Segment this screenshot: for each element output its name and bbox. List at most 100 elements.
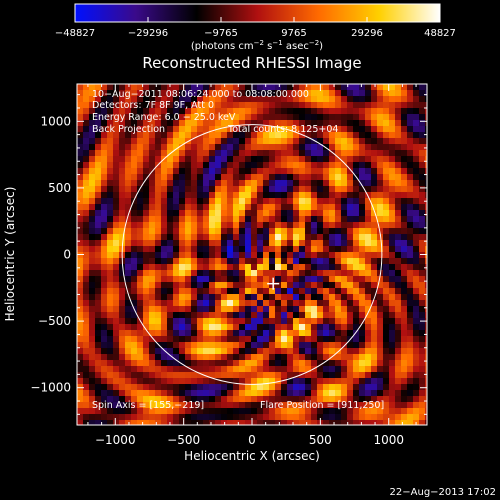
heatmap-cell: [329, 240, 336, 247]
heatmap-cell: [173, 390, 180, 397]
heatmap-cell: [269, 216, 276, 223]
heatmap-cell: [263, 354, 270, 361]
heatmap-cell: [209, 390, 216, 397]
heatmap-cell: [359, 204, 366, 211]
heatmap-cell: [263, 162, 270, 169]
heatmap-cell: [179, 126, 186, 133]
heatmap-cell: [101, 96, 108, 103]
heatmap-cell: [317, 354, 324, 361]
heatmap-cell: [323, 312, 330, 319]
heatmap-cell: [173, 294, 180, 301]
heatmap-cell: [263, 186, 270, 193]
heatmap-cell: [269, 336, 276, 343]
heatmap-cell: [347, 372, 354, 379]
heatmap-cell: [377, 294, 384, 301]
heatmap-cell: [425, 216, 427, 223]
heatmap-cell: [353, 156, 360, 163]
heatmap-cell: [269, 90, 276, 97]
heatmap-cell: [359, 252, 366, 259]
heatmap-cell: [245, 114, 252, 121]
heatmap-cell: [305, 90, 312, 97]
heatmap-cell: [311, 270, 318, 277]
heatmap-cell: [149, 300, 156, 307]
heatmap-cell: [239, 324, 246, 331]
heatmap-cell: [239, 174, 246, 181]
heatmap-cell: [407, 378, 414, 385]
heatmap-cell: [233, 342, 240, 349]
heatmap-cell: [323, 222, 330, 229]
heatmap-cell: [95, 324, 102, 331]
heatmap-cell: [251, 240, 258, 247]
heatmap-cell: [311, 264, 318, 271]
heatmap-cell: [101, 312, 108, 319]
heatmap-cell: [167, 144, 174, 151]
heatmap-cell: [395, 96, 402, 103]
heatmap-cell: [179, 300, 186, 307]
heatmap-cell: [401, 216, 408, 223]
heatmap-cell: [323, 198, 330, 205]
heatmap-cell: [341, 366, 348, 373]
heatmap-cell: [323, 84, 330, 91]
heatmap-cell: [353, 300, 360, 307]
heatmap-cell: [233, 288, 240, 295]
heatmap-cell: [119, 186, 126, 193]
heatmap-cell: [305, 348, 312, 355]
heatmap-cell: [131, 318, 138, 325]
heatmap-cell: [371, 414, 378, 421]
heatmap-cell: [137, 162, 144, 169]
heatmap-cell: [119, 348, 126, 355]
heatmap-cell: [419, 324, 426, 331]
heatmap-cell: [83, 138, 90, 145]
heatmap-cell: [311, 216, 318, 223]
heatmap-cell: [95, 402, 102, 409]
heatmap-cell: [275, 414, 282, 421]
heatmap-cell: [239, 186, 246, 193]
heatmap-cell: [107, 96, 114, 103]
heatmap-cell: [311, 324, 318, 331]
heatmap-cell: [425, 210, 427, 217]
heatmap-cell: [287, 192, 294, 199]
heatmap-cell: [347, 312, 354, 319]
heatmap-cell: [311, 330, 318, 337]
heatmap-cell: [209, 204, 216, 211]
heatmap-cell: [395, 222, 402, 229]
heatmap-cell: [149, 366, 156, 373]
heatmap-cell: [83, 252, 90, 259]
heatmap-cell: [119, 336, 126, 343]
heatmap-cell: [227, 318, 234, 325]
heatmap-cell: [353, 360, 360, 367]
heatmap-cell: [83, 258, 90, 265]
heatmap-cell: [371, 108, 378, 115]
heatmap-cell: [197, 396, 204, 403]
heatmap-cell: [125, 354, 132, 361]
heatmap-cell: [293, 402, 300, 409]
heatmap-cell: [89, 150, 96, 157]
heatmap-cell: [245, 402, 252, 409]
heatmap-cell: [413, 306, 420, 313]
heatmap-cell: [215, 270, 222, 277]
heatmap-cell: [305, 264, 312, 271]
heatmap-cell: [137, 384, 144, 391]
heatmap-cell: [113, 336, 120, 343]
heatmap-cell: [287, 156, 294, 163]
heatmap-cell: [245, 186, 252, 193]
heatmap-cell: [149, 138, 156, 145]
heatmap-cell: [113, 270, 120, 277]
heatmap-cell: [401, 228, 408, 235]
heatmap-cell: [161, 84, 168, 91]
heatmap-cell: [281, 102, 288, 109]
heatmap-cell: [281, 294, 288, 301]
heatmap-cell: [101, 378, 108, 385]
heatmap-cell: [179, 174, 186, 181]
heatmap-cell: [233, 420, 240, 425]
heatmap-cell: [251, 192, 258, 199]
heatmap-cell: [383, 204, 390, 211]
heatmap-cell: [83, 312, 90, 319]
heatmap-cell: [329, 186, 336, 193]
heatmap-cell: [137, 414, 144, 421]
heatmap-cell: [359, 300, 366, 307]
heatmap-cell: [191, 414, 198, 421]
heatmap-cell: [191, 144, 198, 151]
heatmap-cell: [287, 336, 294, 343]
heatmap-cell: [233, 318, 240, 325]
